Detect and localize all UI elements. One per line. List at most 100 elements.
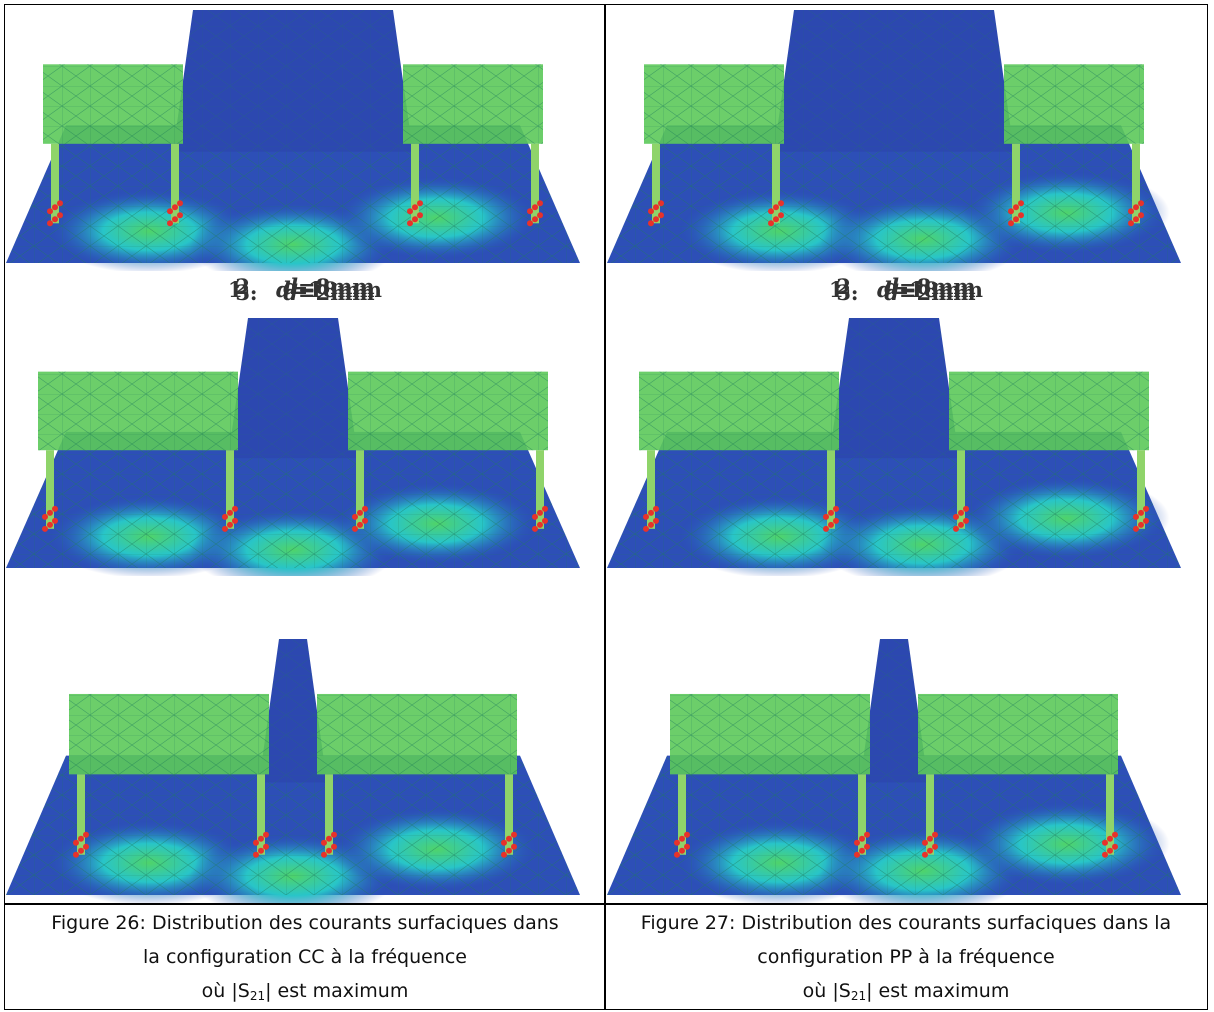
hotspot bbox=[352, 525, 358, 532]
hotspot bbox=[864, 843, 870, 850]
panel-image bbox=[6, 318, 580, 592]
ground-mesh bbox=[6, 125, 580, 263]
patch-mesh bbox=[43, 64, 183, 144]
patch-mesh bbox=[949, 371, 1149, 451]
hotspot bbox=[172, 216, 178, 223]
variable: d bbox=[283, 280, 298, 305]
hotspot bbox=[864, 831, 870, 838]
hotspot bbox=[927, 835, 933, 842]
hotspot bbox=[684, 843, 690, 850]
ground-mesh bbox=[607, 755, 1181, 895]
panel-label: 2. d=8mm bbox=[6, 274, 604, 299]
panel-label: 1. d=18mm bbox=[6, 277, 604, 302]
post bbox=[1012, 143, 1020, 224]
strip-mesh bbox=[774, 10, 1014, 152]
hotspot bbox=[542, 517, 548, 524]
hotspot bbox=[1128, 220, 1134, 227]
post bbox=[171, 143, 179, 224]
hotspot bbox=[963, 505, 969, 512]
hotspot bbox=[653, 505, 659, 512]
hotspot bbox=[177, 200, 183, 207]
value: =18mm bbox=[891, 277, 983, 302]
hotspot bbox=[1107, 847, 1113, 854]
caption-line: où |S21| est maximum bbox=[6, 974, 604, 1008]
hotspot bbox=[352, 513, 358, 520]
hotspot bbox=[47, 208, 53, 215]
hotspot bbox=[326, 847, 332, 854]
post bbox=[678, 774, 686, 855]
post bbox=[51, 143, 59, 224]
panel-number: 2. bbox=[836, 274, 859, 299]
panel-number: 1. bbox=[228, 277, 250, 302]
hotspot bbox=[357, 521, 363, 528]
simulation-image bbox=[607, 10, 1181, 282]
hotspot bbox=[648, 208, 654, 215]
hotspot bbox=[232, 517, 238, 524]
hotspot bbox=[1138, 212, 1144, 219]
hotspot bbox=[511, 831, 517, 838]
hotspot bbox=[501, 851, 507, 858]
hotspot bbox=[828, 509, 834, 516]
hotspot bbox=[506, 847, 512, 854]
hotspot bbox=[1112, 843, 1118, 850]
hotspot bbox=[506, 835, 512, 842]
hotspot bbox=[73, 851, 79, 858]
hotspot bbox=[1102, 851, 1108, 858]
simulation-image bbox=[607, 318, 1181, 587]
value: =8mm bbox=[297, 274, 375, 299]
hotspot bbox=[357, 509, 363, 516]
hotspot bbox=[823, 525, 829, 532]
hotspot bbox=[1013, 216, 1019, 223]
hotspot bbox=[362, 505, 368, 512]
panel: 1. d=18mm bbox=[607, 6, 1205, 314]
patch-mesh bbox=[317, 693, 517, 775]
row-divider bbox=[4, 903, 1208, 905]
value: =2mm bbox=[898, 280, 976, 305]
panel-number: 3. bbox=[235, 280, 258, 305]
value: =8mm bbox=[898, 274, 976, 299]
post bbox=[531, 143, 539, 224]
hotspot bbox=[833, 505, 839, 512]
caption: Figure 26: Distribution des courants sur… bbox=[6, 906, 604, 1008]
hotspot bbox=[253, 851, 259, 858]
hotspot bbox=[684, 831, 690, 838]
panel: 3. d=2mm bbox=[607, 280, 1205, 963]
hotspot bbox=[253, 839, 259, 846]
table-border bbox=[4, 4, 1208, 1010]
hotspot bbox=[658, 200, 664, 207]
hotspot bbox=[362, 517, 368, 524]
hotspot bbox=[263, 843, 269, 850]
hotspot bbox=[674, 839, 680, 846]
caption-line: où |S21| est maximum bbox=[607, 974, 1205, 1008]
hotspot bbox=[532, 204, 538, 211]
panel: 2. d=8mm bbox=[607, 274, 1205, 635]
hotspot bbox=[511, 843, 517, 850]
hotspot bbox=[653, 204, 659, 211]
hotspot bbox=[778, 212, 784, 219]
hotspot bbox=[679, 847, 685, 854]
panel: 2. d=8mm bbox=[6, 274, 604, 635]
variable: d bbox=[884, 280, 899, 305]
caption-line: la configuration CC à la fréquence bbox=[143, 946, 467, 968]
post bbox=[926, 774, 934, 855]
post bbox=[257, 774, 265, 855]
caption-line: Figure 27: Distribution des courants sur… bbox=[640, 912, 1172, 934]
hotspot bbox=[331, 831, 337, 838]
panel-label: 3. d=2mm bbox=[607, 280, 1205, 305]
post bbox=[77, 774, 85, 855]
hotspot bbox=[1018, 200, 1024, 207]
hotspot bbox=[643, 513, 649, 520]
hotspot bbox=[52, 216, 58, 223]
post bbox=[226, 450, 234, 529]
hotspot bbox=[932, 831, 938, 838]
hotspot bbox=[331, 843, 337, 850]
hotspot bbox=[1133, 204, 1139, 211]
strip-mesh bbox=[259, 639, 327, 783]
hotspot bbox=[52, 505, 58, 512]
hotspot bbox=[42, 525, 48, 532]
hotspot bbox=[407, 220, 413, 227]
hotspot bbox=[222, 525, 228, 532]
post bbox=[957, 450, 965, 529]
post bbox=[46, 450, 54, 529]
panel-image bbox=[607, 639, 1181, 914]
